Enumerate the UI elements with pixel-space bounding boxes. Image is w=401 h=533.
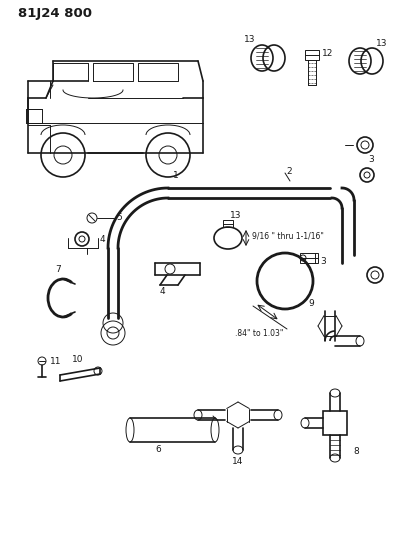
Text: 6: 6 xyxy=(155,446,161,455)
Text: .84" to 1.03": .84" to 1.03" xyxy=(235,328,284,337)
Text: 14: 14 xyxy=(232,456,243,465)
Bar xyxy=(223,220,233,227)
Text: 9: 9 xyxy=(308,298,314,308)
Bar xyxy=(26,109,42,123)
Text: 4: 4 xyxy=(100,235,105,244)
Text: 12: 12 xyxy=(322,49,333,58)
Bar xyxy=(305,50,319,60)
Text: 8: 8 xyxy=(353,447,359,456)
Circle shape xyxy=(87,213,97,223)
Text: 81J24 800: 81J24 800 xyxy=(18,7,92,20)
Text: 9/16 " thru 1-1/16": 9/16 " thru 1-1/16" xyxy=(252,231,324,240)
Text: 4: 4 xyxy=(160,287,166,295)
Text: 1: 1 xyxy=(173,171,179,180)
Text: 3: 3 xyxy=(368,155,374,164)
Text: 7: 7 xyxy=(55,265,61,274)
Bar xyxy=(300,253,318,263)
Text: 2: 2 xyxy=(286,166,292,175)
Text: 13: 13 xyxy=(230,212,241,221)
Text: 13: 13 xyxy=(376,38,387,47)
Text: 5: 5 xyxy=(116,214,122,222)
Bar xyxy=(323,411,347,435)
Text: 13: 13 xyxy=(244,36,255,44)
Text: 3: 3 xyxy=(320,256,326,265)
Text: 10: 10 xyxy=(72,356,83,365)
Text: 11: 11 xyxy=(50,357,61,366)
